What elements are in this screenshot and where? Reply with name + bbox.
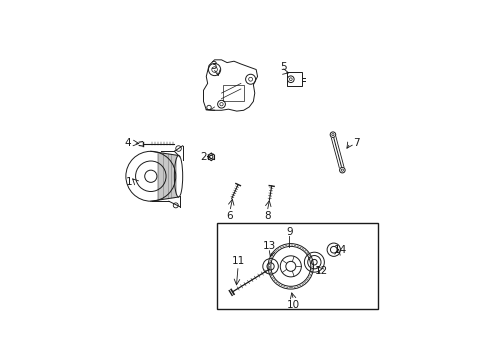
Bar: [217, 223, 377, 309]
Bar: [286, 72, 301, 86]
Text: 13: 13: [262, 240, 276, 251]
Text: 6: 6: [226, 211, 233, 221]
Text: 14: 14: [333, 245, 346, 255]
Text: 5: 5: [280, 62, 286, 72]
Circle shape: [329, 132, 335, 138]
Text: 11: 11: [231, 256, 244, 266]
Text: 8: 8: [264, 211, 270, 221]
Text: 12: 12: [314, 266, 327, 275]
Bar: [223, 85, 243, 102]
Text: 2: 2: [200, 152, 206, 162]
Circle shape: [339, 167, 345, 173]
Text: 7: 7: [352, 138, 359, 148]
Text: 3: 3: [209, 61, 216, 71]
Text: 1: 1: [125, 177, 132, 187]
Text: 4: 4: [123, 138, 130, 148]
Text: 10: 10: [286, 300, 300, 310]
Text: 9: 9: [285, 227, 292, 237]
